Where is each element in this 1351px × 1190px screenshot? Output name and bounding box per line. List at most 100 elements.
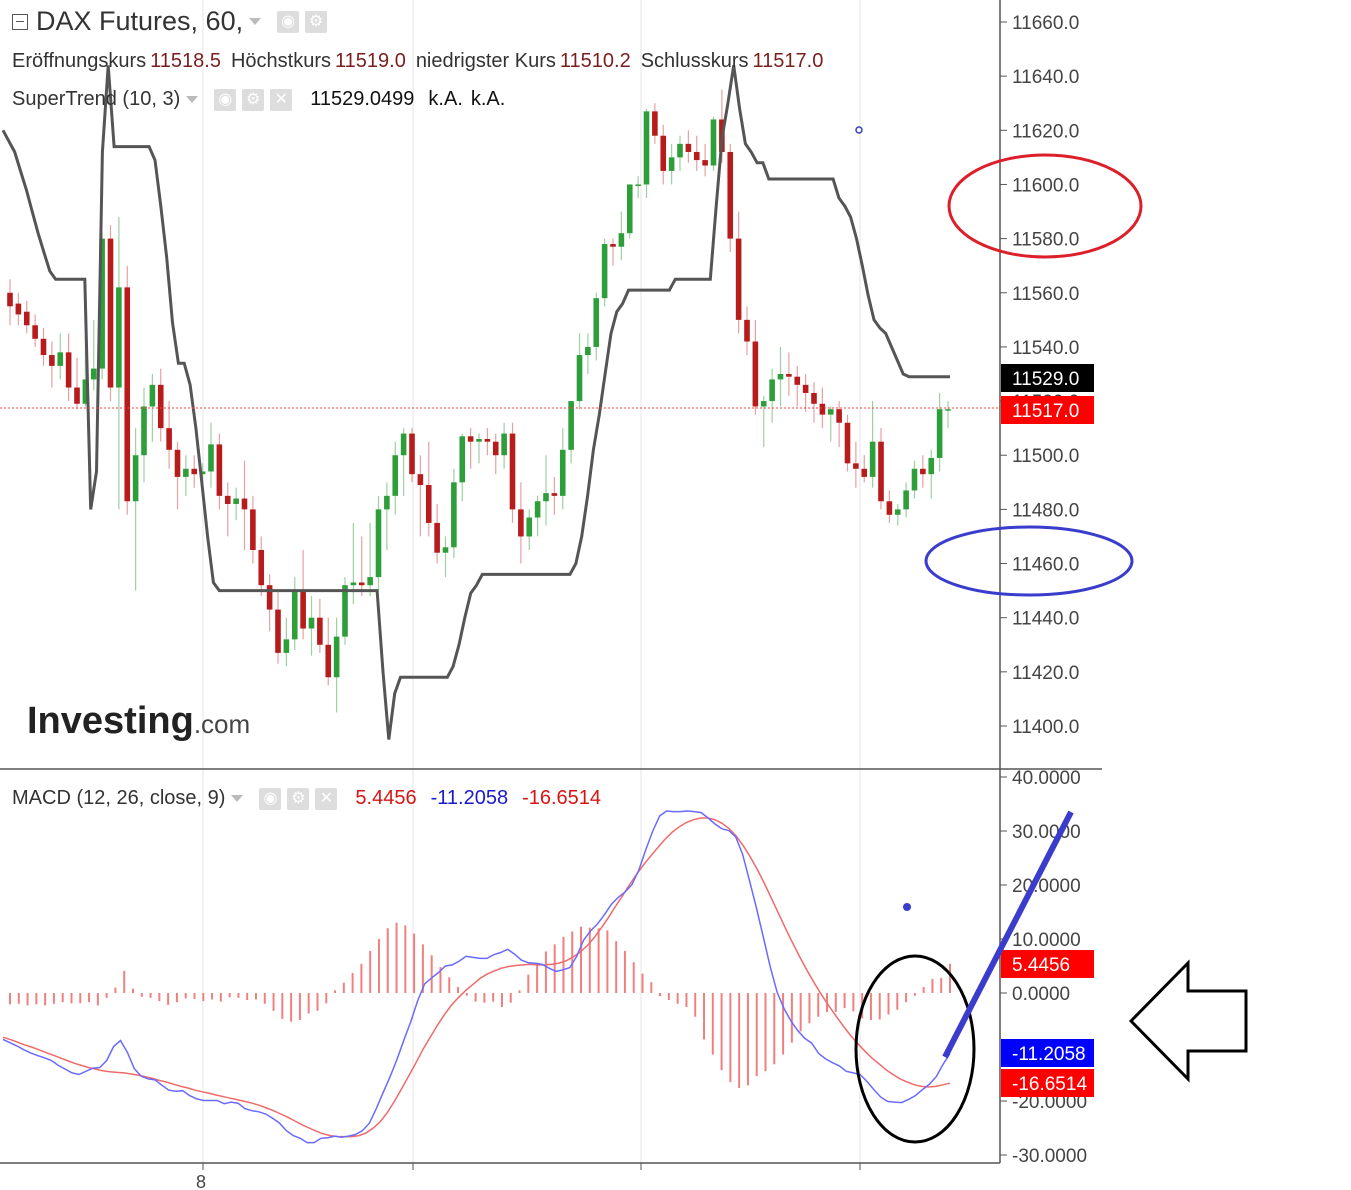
supertrend-price-badge-box <box>1001 364 1094 392</box>
candle-body <box>367 577 373 586</box>
close-icon[interactable]: ✕ <box>270 88 293 111</box>
candle-body <box>878 441 884 502</box>
candle-body <box>744 319 750 342</box>
candle-body <box>894 509 901 515</box>
hist-value-badge-text: 5.4456 <box>1012 955 1070 976</box>
candle-body <box>409 433 415 475</box>
candle-body <box>492 441 499 456</box>
candle-body <box>191 468 198 475</box>
candle-body <box>384 495 390 510</box>
candle-body <box>275 609 281 653</box>
candle-body <box>677 143 683 158</box>
macd-tick-label: 20.0000 <box>1012 876 1081 897</box>
macd-histogram <box>9 922 951 1089</box>
macd-tick-label: 0.0000 <box>1012 984 1070 1005</box>
last-price-badge-text: 11517.0 <box>1012 401 1079 422</box>
hist-value-badge-box <box>1001 950 1094 978</box>
signal-value-badge-text: -16.6514 <box>1012 1074 1087 1095</box>
price-tick-label: 11500.0 <box>1012 446 1079 467</box>
candle-body <box>601 244 608 299</box>
candle-body <box>501 433 507 456</box>
gear-icon[interactable]: ⚙ <box>287 787 310 810</box>
candle-body <box>392 455 399 496</box>
macd-tick-label: 40.0000 <box>1012 768 1081 789</box>
candle-body <box>786 374 792 377</box>
price-tick-label: 11460.0 <box>1012 555 1079 576</box>
candle-body <box>149 384 156 407</box>
supertrend-label: SuperTrend (10, 3) <box>12 88 181 110</box>
candle-body <box>568 401 574 450</box>
supertrend-value: 11529.0499 <box>310 88 415 110</box>
price-tick-label: 11560.0 <box>1012 284 1079 305</box>
candle-body <box>777 374 784 380</box>
macd-tick-label: 10.0000 <box>1012 930 1081 951</box>
chevron-down-icon[interactable] <box>231 795 244 802</box>
logo-main: Investing <box>27 700 194 742</box>
candle-body <box>183 468 189 477</box>
candle-body <box>116 287 122 388</box>
candle-body <box>660 135 667 171</box>
last-price-badge-box <box>1001 396 1094 424</box>
supertrend-value-2: k.A. <box>428 88 463 110</box>
candle-body <box>518 509 524 537</box>
candle-body <box>32 325 38 339</box>
collapse-icon[interactable] <box>12 13 28 30</box>
candle-body <box>685 143 692 152</box>
close-icon[interactable]: ✕ <box>315 787 338 810</box>
macd-value-badge-text: -11.2058 <box>1012 1044 1086 1065</box>
signal-value-badge-box <box>1001 1069 1094 1097</box>
eye-icon[interactable]: ◉ <box>277 10 300 33</box>
candle-body <box>90 368 97 380</box>
macd-label: MACD (12, 26, close, 9) <box>12 787 226 809</box>
chevron-down-icon[interactable] <box>186 96 199 103</box>
close-label: Schlusskurs <box>640 50 749 72</box>
price-tick-label: 11640.0 <box>1012 67 1079 88</box>
candle-body <box>442 547 449 553</box>
macd-hist-value: 5.4456 <box>355 787 417 809</box>
price-tick-label: 11660.0 <box>1012 13 1079 34</box>
price-tick-label: 11540.0 <box>1012 338 1079 359</box>
candle-body <box>375 509 382 578</box>
open-value: 11518.5 <box>150 50 221 72</box>
candle-body <box>643 111 650 185</box>
candle-body <box>593 298 600 347</box>
candle-body <box>250 509 256 550</box>
price-tick-label: 11600.0 <box>1012 175 1079 196</box>
macd-tick-label: 30.0000 <box>1012 822 1081 843</box>
candle-body <box>216 444 223 496</box>
candle-body <box>241 498 248 510</box>
eye-icon[interactable]: ◉ <box>214 88 237 111</box>
axes: 11660.0 11640.0 11620.0 11600.0 11580.0 11560… <box>0 0 1102 1190</box>
supertrend-line <box>1 65 950 740</box>
candle-body <box>802 384 809 393</box>
eye-icon[interactable]: ◉ <box>259 787 282 810</box>
candle-body <box>668 157 675 171</box>
candle-body <box>157 384 164 429</box>
blue-annotation-ellipse <box>924 525 1134 597</box>
chevron-down-icon[interactable] <box>249 18 262 25</box>
candle-body <box>342 585 348 637</box>
blue-dot-marker <box>855 126 863 134</box>
red-annotation-ellipse <box>947 153 1143 259</box>
macd-value: -11.2058 <box>430 787 509 809</box>
candle-body <box>576 355 583 402</box>
candle-body <box>15 303 22 315</box>
candle-body <box>266 585 273 610</box>
gear-icon[interactable]: ⚙ <box>242 88 265 111</box>
candle-body <box>74 387 80 404</box>
candle-body <box>300 590 306 629</box>
candle-body <box>132 455 139 502</box>
candle-body <box>57 352 64 366</box>
candle-body <box>484 438 491 442</box>
candle-body <box>886 501 893 515</box>
price-tick-label: 11420.0 <box>1012 663 1079 684</box>
supertrend-price-badge-text: 11529.0 <box>1012 369 1079 390</box>
candle-body <box>920 468 926 475</box>
candle-body <box>467 436 474 442</box>
candle-body <box>476 438 482 442</box>
candle-body <box>559 449 566 496</box>
candle-body <box>710 119 717 166</box>
gear-icon[interactable]: ⚙ <box>305 10 328 33</box>
logo-suffix: .com <box>193 709 251 739</box>
